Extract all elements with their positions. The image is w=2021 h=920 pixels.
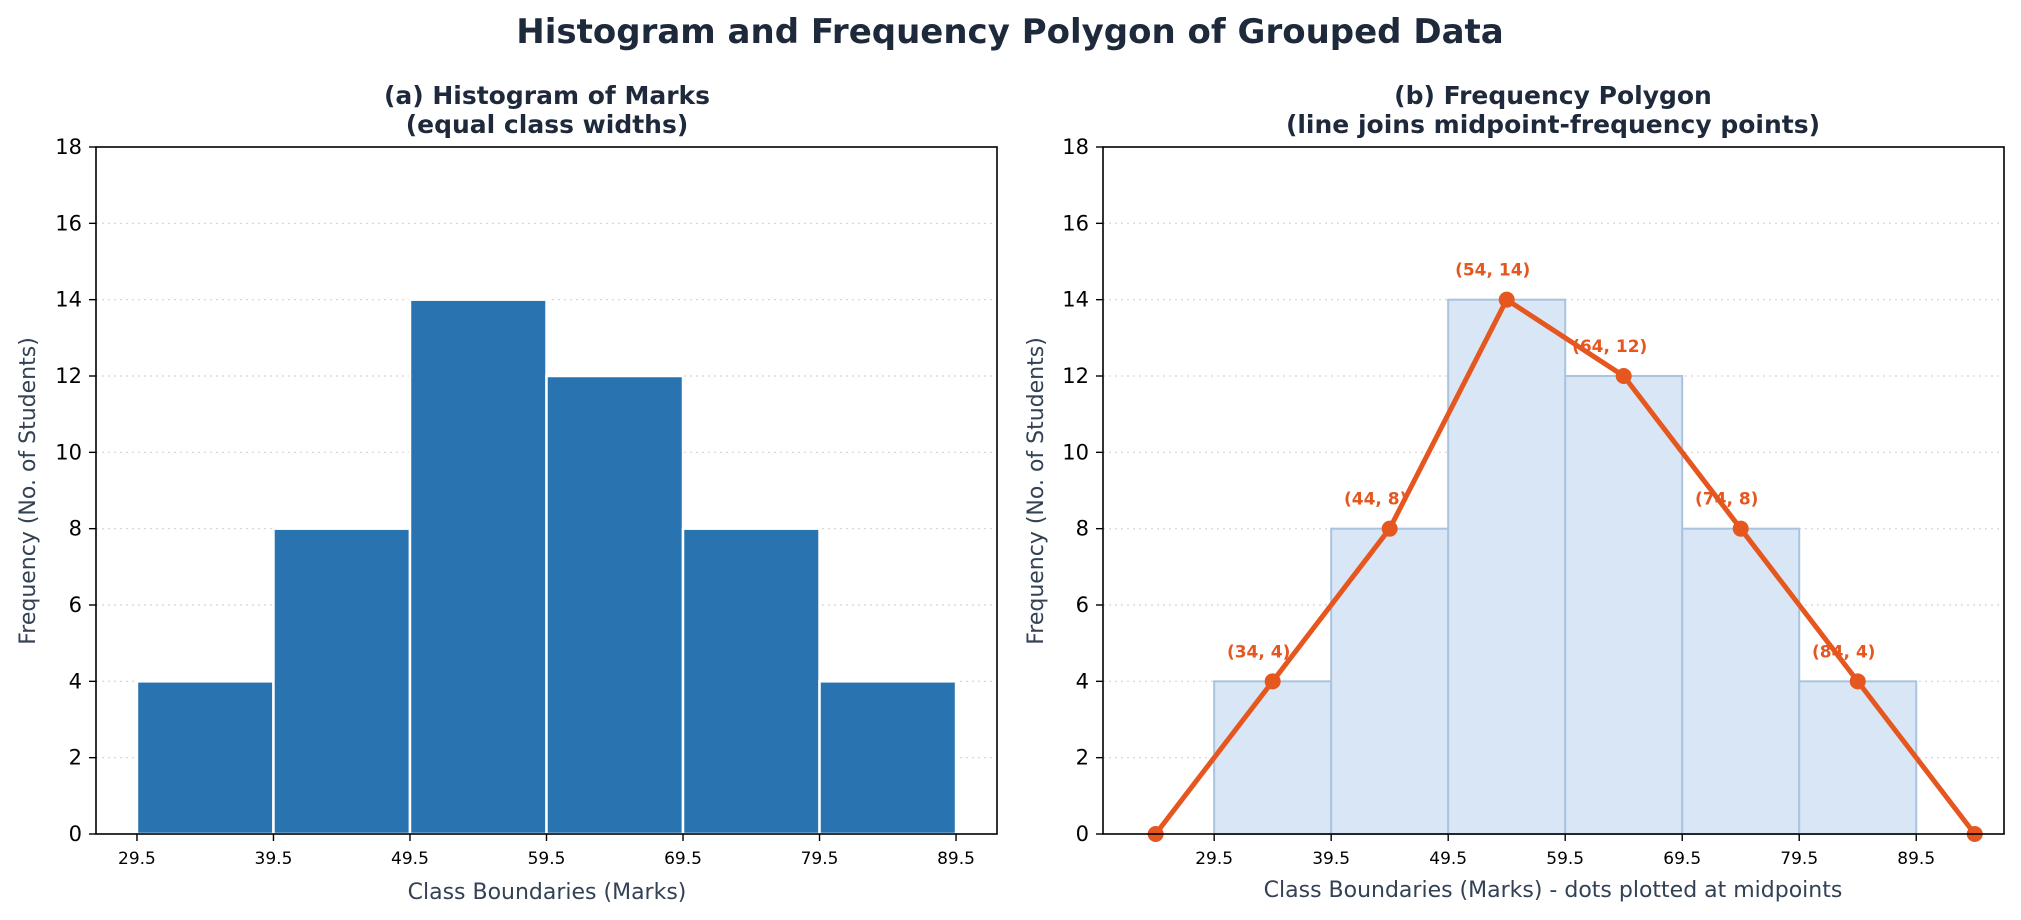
polygon-point-label: (54, 14) — [1455, 261, 1530, 281]
panel-histogram: (a) Histogram of Marks (equal class widt… — [16, 81, 998, 905]
polygon-x-axis-label: Class Boundaries (Marks) - dots plotted … — [1264, 878, 1843, 903]
polygon-point — [1264, 673, 1281, 690]
polygon-y-tick-label: 14 — [1062, 288, 1089, 312]
polygon-point-label: (44, 8) — [1344, 490, 1407, 510]
histogram-bar — [681, 527, 821, 836]
histogram-x-tick-label: 39.5 — [255, 849, 293, 869]
histogram-x-tick-label: 69.5 — [664, 849, 702, 869]
polygon-point — [1849, 673, 1866, 690]
histogram-x-axis-label: Class Boundaries (Marks) — [408, 880, 687, 905]
polygon-background-bar — [1447, 298, 1567, 835]
histogram-y-tick-label: 6 — [69, 593, 82, 617]
frequency-polygon-line — [1153, 297, 1978, 837]
polygon-title: (b) Frequency Polygon — [1394, 81, 1712, 110]
histogram-subtitle: (equal class widths) — [406, 110, 689, 139]
polygon-point-label: (34, 4) — [1227, 642, 1290, 662]
histogram-x-tick-label: 29.5 — [118, 849, 156, 869]
histogram-y-tick-label: 8 — [69, 517, 82, 541]
histogram-x-tick-label: 49.5 — [391, 849, 429, 869]
polygon-point — [1498, 291, 1515, 308]
polygon-x-tick-label: 89.5 — [1897, 849, 1935, 869]
polygon-point-label: (74, 8) — [1695, 490, 1758, 510]
histogram-bar — [408, 298, 548, 836]
histogram-bar — [818, 680, 958, 836]
histogram-y-tick-label: 18 — [55, 135, 82, 159]
polygon-point — [1615, 368, 1632, 384]
histogram-y-tick-label: 16 — [55, 211, 82, 235]
polygon-background-bar — [1213, 680, 1333, 835]
polygon-subtitle: (line joins midpoint-frequency points) — [1286, 110, 1820, 139]
panel-frequency-polygon: (b) Frequency Polygon (line joins midpoi… — [1024, 81, 2005, 903]
polygon-y-tick-label: 12 — [1062, 364, 1089, 388]
histogram-bar — [135, 680, 275, 836]
polygon-y-tick-label: 6 — [1076, 593, 1089, 617]
figure-title: Histogram and Frequency Polygon of Group… — [516, 12, 1503, 52]
histogram-y-tick-label: 2 — [69, 746, 82, 770]
polygon-point — [1381, 520, 1398, 537]
histogram-x-tick-label: 89.5 — [937, 849, 975, 869]
histogram-bar — [545, 374, 685, 836]
polygon-y-tick-label: 16 — [1062, 211, 1089, 235]
histogram-y-tick-label: 14 — [55, 288, 82, 312]
histogram-x-tick-label: 79.5 — [801, 849, 839, 869]
histogram-y-tick-label: 12 — [55, 364, 82, 388]
polygon-x-tick-label: 39.5 — [1312, 849, 1350, 869]
polygon-x-tick-label: 59.5 — [1546, 849, 1584, 869]
polygon-x-tick-label: 29.5 — [1195, 849, 1233, 869]
polygon-background-bar — [1681, 527, 1801, 836]
polygon-y-tick-label: 0 — [1076, 822, 1089, 846]
polygon-point — [1732, 520, 1749, 537]
polygon-background-bar — [1330, 527, 1450, 836]
histogram-y-tick-label: 0 — [69, 822, 82, 846]
histogram-y-tick-label: 10 — [55, 440, 82, 464]
histogram-x-tick-label: 59.5 — [528, 849, 566, 869]
polygon-y-tick-label: 2 — [1076, 746, 1089, 770]
polygon-plot-frame — [1102, 146, 2005, 835]
polygon-x-tick-label: 49.5 — [1429, 849, 1467, 869]
histogram-y-axis-label: Frequency (No. of Students) — [16, 337, 41, 645]
polygon-point-label: (84, 4) — [1812, 642, 1875, 662]
polygon-x-tick-label: 79.5 — [1780, 849, 1818, 869]
polygon-background-bar — [1798, 680, 1918, 835]
polygon-point-label: (64, 12) — [1572, 337, 1647, 357]
histogram-bar — [272, 527, 412, 836]
polygon-y-tick-label: 10 — [1062, 440, 1089, 464]
histogram-y-tick-label: 4 — [69, 669, 82, 693]
polygon-x-tick-label: 69.5 — [1663, 849, 1701, 869]
polygon-y-axis-label: Frequency (No. of Students) — [1024, 337, 1049, 645]
histogram-title: (a) Histogram of Marks — [384, 81, 710, 110]
polygon-y-tick-label: 18 — [1062, 135, 1089, 159]
polygon-background-bar — [1564, 375, 1684, 835]
polygon-y-tick-label: 8 — [1076, 517, 1089, 541]
polygon-y-tick-label: 4 — [1076, 669, 1089, 693]
